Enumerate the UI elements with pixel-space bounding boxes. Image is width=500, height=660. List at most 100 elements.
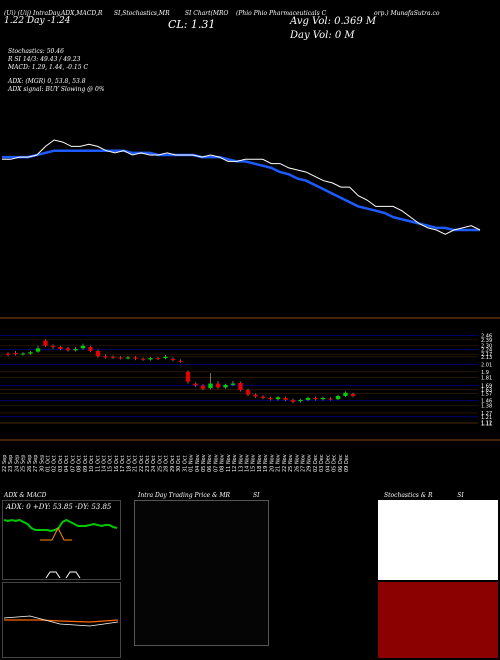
intraday-panel: [134, 500, 269, 646]
date-label: 24 Oct: [151, 455, 157, 472]
date-label: 18 Nov: [257, 454, 263, 472]
rsi-panel: [378, 582, 498, 658]
candle-body: [35, 348, 41, 352]
candle-body: [320, 397, 326, 400]
price-axis-label: 1.38: [481, 404, 492, 410]
price-axis-label: 1.69: [481, 384, 492, 390]
macd-signal-line: [3, 615, 119, 627]
date-label: 10 Oct: [89, 455, 95, 472]
candle-body: [238, 382, 243, 391]
candle-body: [133, 357, 138, 359]
date-label: 14 Nov: [245, 454, 251, 472]
date-label: 16 Oct: [114, 455, 120, 472]
candle-body: [5, 353, 11, 355]
candle-body: [58, 347, 63, 349]
date-label: 20 Nov: [269, 454, 275, 472]
date-label: 15 Nov: [251, 454, 257, 472]
price-axis-label: 2.13: [481, 355, 492, 361]
price-axis-label: 2.17: [481, 352, 492, 358]
price-axis-label: 1.46: [481, 399, 492, 405]
date-label: 12 Nov: [232, 454, 238, 472]
date-label: 25 Oct: [157, 455, 163, 472]
price-axis-label: 2.46: [481, 333, 492, 339]
candle-body: [103, 356, 108, 358]
date-label: 22 Sep: [2, 455, 8, 472]
candle-body: [215, 383, 221, 388]
credit: orp.) MunafaSutra.co: [374, 10, 440, 17]
date-label: 21 Nov: [276, 454, 282, 472]
candle-body: [350, 394, 356, 396]
candle-body: [200, 385, 206, 389]
date-label: 23 Oct: [145, 455, 151, 472]
date-label: 05 Nov: [201, 454, 207, 472]
date-label: 13 Nov: [238, 454, 244, 472]
candle-body: [140, 358, 146, 360]
candle-body: [13, 352, 18, 355]
candle-body: [223, 384, 228, 388]
date-label: 26 Sep: [27, 455, 33, 472]
date-label: 07 Nov: [213, 454, 219, 472]
candle-body: [260, 396, 266, 398]
candle-body: [28, 352, 33, 354]
date-label: 03 Dec: [319, 454, 325, 472]
candle-body: [178, 360, 183, 362]
date-label: 06 Nov: [207, 454, 213, 472]
date-label: 24 Sep: [14, 455, 20, 472]
date-label: 01 Oct: [46, 455, 52, 472]
date-label: 04 Oct: [64, 455, 70, 472]
stoch-panel-title: Stochastics & R SI: [384, 492, 464, 499]
date-label: 01 Nov: [189, 454, 195, 472]
date-label: 29 Oct: [170, 455, 176, 472]
candle-body: [343, 392, 348, 396]
day-volume: Day Vol: 0 M: [290, 30, 355, 41]
stoch-panel: [378, 500, 498, 580]
date-label: 05 Dec: [332, 454, 338, 472]
adx-minus-line: [40, 526, 72, 541]
date-label: 30 Sep: [39, 455, 45, 472]
date-label: 04 Nov: [195, 454, 201, 472]
date-label: 06 Dec: [338, 454, 344, 472]
date-label: 07 Oct: [70, 455, 76, 472]
candle-body: [88, 347, 93, 351]
price-axis-label: 1.63: [481, 387, 492, 393]
indicator-adx-signal: ADX signal: BUY Slowing @ 0%: [8, 86, 105, 93]
candle-body: [118, 357, 123, 359]
candle-body: [253, 394, 258, 397]
candle-body: [313, 397, 318, 400]
candle-body: [268, 397, 273, 400]
candle-body: [305, 397, 311, 400]
date-label: 11 Nov: [226, 454, 232, 472]
date-label: 31 Oct: [182, 455, 188, 472]
avg-volume: Avg Vol: 0.369 M: [290, 16, 377, 27]
date-label: 28 Oct: [164, 455, 170, 472]
candle-body: [170, 358, 176, 361]
date-label: 15 Oct: [108, 455, 114, 472]
date-label: 27 Nov: [300, 454, 306, 472]
candle-body: [283, 397, 288, 400]
date-label: 14 Oct: [101, 455, 107, 472]
ma-line: [2, 149, 480, 232]
intraday-panel-title: Intra Day Trading Price & MR SI: [138, 492, 260, 499]
price-axis-label: 1.12: [481, 421, 492, 427]
date-label: 19 Nov: [263, 454, 269, 472]
date-label: 09 Oct: [83, 455, 89, 472]
price-axis-label: 1.27: [481, 411, 492, 417]
date-label: 23 Sep: [8, 455, 14, 472]
date-label: 21 Oct: [133, 455, 139, 472]
candle-body: [73, 349, 78, 351]
price-axis-label: 1.57: [481, 391, 492, 397]
macd-panel: [2, 582, 121, 658]
candle-body: [20, 353, 26, 355]
candle-body: [148, 358, 153, 360]
candle-body: [185, 371, 191, 382]
adx-histogram: [45, 571, 81, 579]
header-sub: 1.22 Day -1.24: [4, 16, 71, 26]
candle-body: [328, 398, 333, 400]
date-label: 18 Oct: [126, 455, 132, 472]
close-price: CL: 1.31: [168, 18, 216, 31]
price-axis-label: 2.30: [481, 344, 492, 350]
price-axis-label: 1.9: [481, 370, 489, 376]
adx-panel: [2, 500, 121, 580]
date-label: 25 Sep: [21, 455, 27, 472]
candle-body: [193, 383, 198, 386]
